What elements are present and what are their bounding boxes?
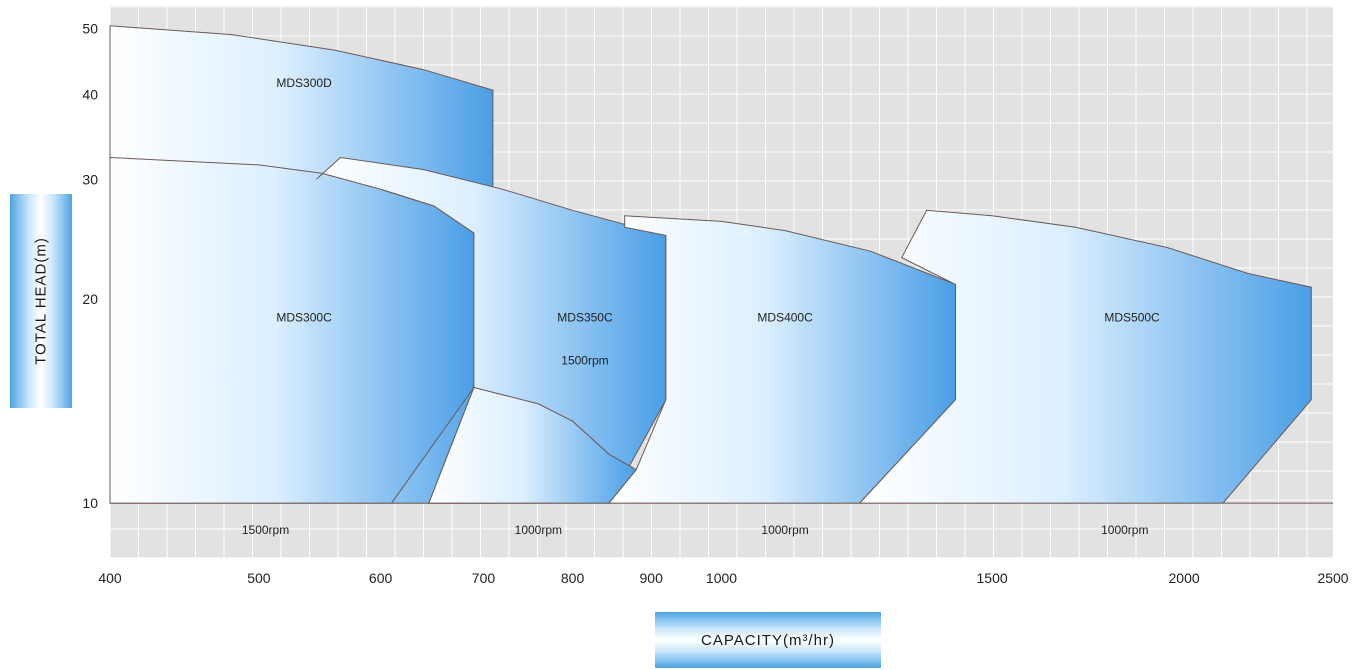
curve-label: MDS350C	[557, 311, 613, 325]
x-tick-label: 1000	[706, 570, 737, 586]
region-mds300c	[109, 156, 475, 504]
x-axis-label-box: CAPACITY(m³/hr)	[655, 612, 881, 668]
curve-label: MDS500C	[1104, 311, 1160, 325]
y-tick-label: 20	[82, 291, 98, 307]
y-axis-label: TOTAL HEAD(m)	[32, 237, 50, 365]
curve-label: 1500rpm	[242, 523, 289, 537]
curve-label: MDS300D	[276, 76, 332, 90]
curve-label: 1000rpm	[1101, 523, 1148, 537]
y-tick-label: 10	[82, 495, 98, 511]
curve-label: 1000rpm	[761, 523, 808, 537]
y-tick-label: 40	[82, 86, 98, 102]
y-tick-label: 50	[82, 21, 98, 37]
x-tick-label: 800	[561, 570, 585, 586]
x-tick-label: 2500	[1317, 570, 1348, 586]
x-tick-label: 700	[472, 570, 496, 586]
y-tick-label: 30	[82, 171, 98, 187]
curve-label: MDS300C	[276, 311, 332, 325]
curve-label: 1000rpm	[515, 523, 562, 537]
x-tick-label: 900	[640, 570, 664, 586]
x-tick-label: 1500	[977, 570, 1008, 586]
x-tick-label: 400	[98, 570, 122, 586]
x-axis-label: CAPACITY(m³/hr)	[701, 631, 835, 649]
curve-label: MDS400C	[757, 311, 813, 325]
x-tick-label: 600	[369, 570, 393, 586]
y-axis-label-box	[10, 194, 72, 408]
region-mds500c	[858, 209, 1312, 504]
x-tick-label: 500	[247, 570, 271, 586]
x-tick-label: 2000	[1169, 570, 1200, 586]
curve-label: 1500rpm	[561, 354, 608, 368]
